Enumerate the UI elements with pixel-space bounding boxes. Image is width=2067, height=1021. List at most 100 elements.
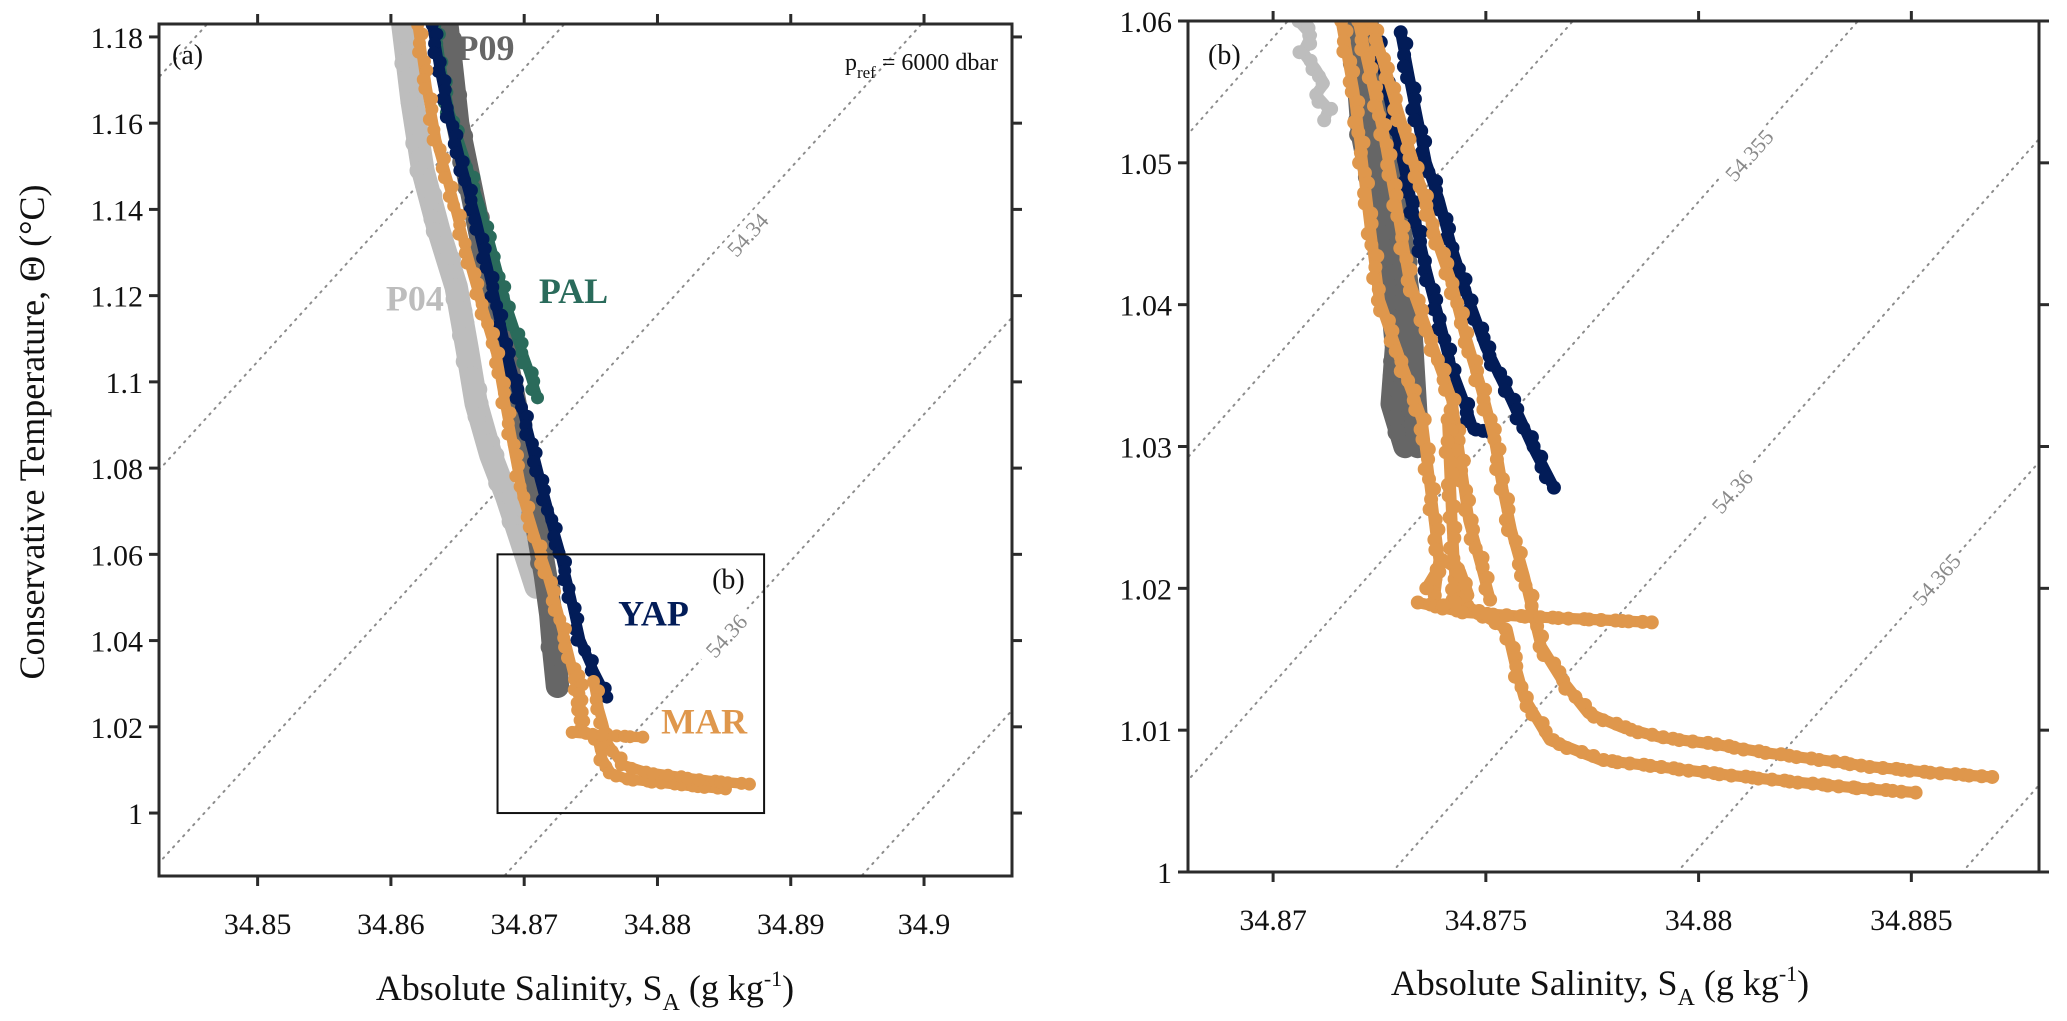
isopycnal-label-bg [1717, 121, 1781, 189]
data-point-yap [1407, 92, 1422, 106]
data-point-mar [681, 771, 694, 785]
data-point-mar [1805, 776, 1820, 791]
data-layer-b [1291, 21, 2000, 800]
x-title-sub: A [1678, 985, 1696, 1011]
panel-tag-b: (b) [1208, 40, 1241, 71]
data-point-mar [1509, 659, 1524, 674]
isopycnal-label-bg [1700, 457, 1764, 525]
data-point-p09 [1386, 409, 1405, 428]
data-point-mar [1709, 737, 1724, 752]
series-label-pal: PAL [539, 271, 608, 311]
data-point-mar [475, 297, 489, 311]
isopycnal-54.36 [502, 316, 1012, 876]
data-point-yap [1431, 202, 1446, 217]
data-point-yap [529, 464, 543, 478]
data-point-yap [453, 164, 467, 178]
data-point-mar [1493, 482, 1508, 497]
data-point-mar [1962, 768, 1976, 783]
data-point-mar [1622, 756, 1637, 771]
pref-sub: ref [857, 63, 876, 82]
y-tick-label: 1.12 [91, 281, 144, 314]
data-point-mar [1393, 241, 1408, 256]
data-point-yap [519, 419, 533, 432]
data-point-p04 [405, 134, 424, 152]
data-point-mar [1681, 763, 1696, 778]
data-point-mar [426, 133, 440, 147]
data-point-mar [1438, 445, 1453, 460]
y-tick-label: 1.03 [1120, 432, 1173, 465]
data-point-p04 [1324, 101, 1339, 116]
data-point-yap [1414, 123, 1429, 138]
data-point-mar [537, 566, 551, 580]
data-point-mar [1442, 510, 1457, 525]
data-point-mar [1419, 581, 1434, 596]
isopycnal-54.38 [860, 708, 1012, 876]
panel-tag-a: (a) [172, 40, 203, 71]
data-point-mar [1827, 754, 1842, 769]
data-point-mar [1582, 612, 1596, 627]
data-point-yap [463, 203, 477, 217]
data-point-mar [1894, 784, 1909, 799]
data-point-mar [1395, 230, 1410, 245]
data-point-mar [453, 208, 467, 222]
data-point-yap [585, 654, 599, 668]
data-point-mar [1724, 768, 1739, 783]
data-point-p04 [411, 147, 430, 166]
data-point-p04 [443, 250, 461, 268]
data-point-mar [1423, 343, 1438, 358]
x-tick-label: 34.9 [898, 908, 951, 941]
data-point-mar [1461, 344, 1476, 359]
data-point-mar [1434, 553, 1449, 567]
data-point-yap [568, 623, 582, 636]
pref-p: p [845, 50, 857, 76]
data-point-mar [481, 317, 495, 331]
data-point-yap [537, 483, 551, 497]
data-point-mar [1438, 382, 1453, 397]
isopycnal-54.345 [1188, 21, 1290, 136]
data-point-p04 [455, 352, 474, 371]
data-point-yap [1497, 383, 1512, 398]
data-point-mar [1424, 333, 1439, 348]
data-point-mar [1736, 742, 1751, 757]
data-point-mar [1440, 477, 1455, 492]
data-point-mar [1336, 44, 1351, 59]
isopycnal-label-bg [715, 201, 780, 268]
series-label-mar: MAR [661, 701, 748, 741]
x-title-sup: -1 [1779, 961, 1797, 986]
data-point-mar [623, 730, 637, 744]
data-point-mar [590, 702, 604, 716]
x-tick-label: 34.88 [1665, 904, 1733, 937]
data-point-mar [1644, 615, 1659, 630]
data-point-mar [1381, 168, 1396, 182]
data-point-p09 [540, 638, 559, 656]
data-point-mar [1568, 689, 1583, 704]
data-point-yap [439, 110, 453, 124]
data-point-mar [487, 327, 500, 340]
data-point-mar [522, 500, 536, 514]
tick-layer-a: 34.85 34.86 34.87 34.88 34.89 34.9 1 1.02 1.04 1.… [91, 14, 1022, 941]
series-label-p04: P04 [386, 279, 444, 319]
data-point-mar [1336, 34, 1351, 49]
y-tick-label: 1.14 [91, 194, 144, 227]
isopycnal-54.355 [1188, 21, 1860, 782]
data-point-yap [1526, 439, 1541, 454]
data-point-mar [1489, 462, 1504, 477]
data-point-mar [503, 406, 517, 420]
data-point-pal [481, 220, 495, 234]
data-point-mar [1441, 488, 1456, 503]
data-point-mar [1536, 648, 1551, 662]
x-tick-label: 34.885 [1870, 904, 1953, 937]
data-point-mar [1368, 260, 1383, 275]
y-tick-label: 1.02 [91, 712, 144, 745]
data-point-mar [1386, 198, 1401, 213]
data-point-mar [501, 417, 515, 430]
data-point-mar [558, 640, 572, 654]
data-point-yap [1407, 113, 1422, 128]
data-point-p09 [1387, 395, 1406, 413]
data-point-mar [1501, 492, 1515, 507]
data-point-mar [1447, 499, 1462, 514]
data-point-mar [517, 490, 531, 504]
data-point-mar [1508, 534, 1523, 549]
data-point-mar [1388, 178, 1403, 193]
data-point-mar [1525, 588, 1540, 603]
